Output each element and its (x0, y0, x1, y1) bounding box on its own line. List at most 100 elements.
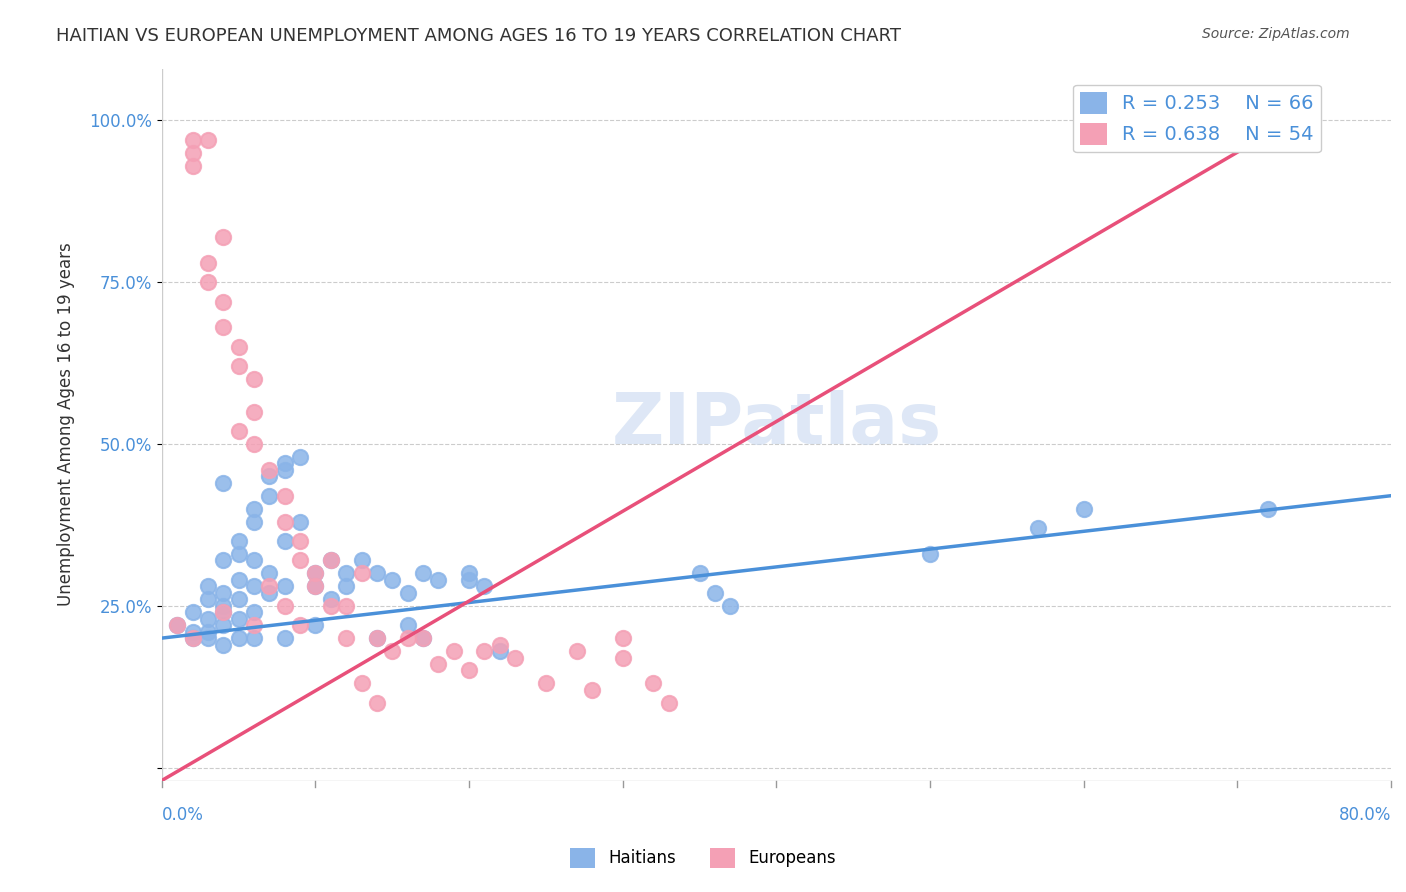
Point (181, 159, 204, 173)
Point (335, 566, 357, 581)
Point (612, 631, 634, 645)
Point (474, 644, 496, 658)
Point (166, 618, 188, 632)
Y-axis label: Unemployment Among Ages 16 to 19 years: Unemployment Among Ages 16 to 19 years (58, 243, 75, 607)
Point (259, 489, 281, 503)
Text: 0.0%: 0.0% (162, 806, 204, 824)
Point (1257, 126, 1279, 140)
Point (643, 676, 665, 690)
Point (319, 592, 342, 607)
Point (243, 437, 266, 451)
Point (288, 515, 311, 529)
Point (319, 599, 342, 613)
Point (259, 579, 281, 593)
Point (1257, 501, 1279, 516)
Point (273, 534, 295, 549)
Point (197, 612, 219, 626)
Point (304, 566, 326, 581)
Point (273, 489, 295, 503)
Point (381, 644, 404, 658)
Point (304, 579, 326, 593)
Point (703, 586, 725, 600)
Point (273, 463, 295, 477)
Point (212, 229, 235, 244)
Point (488, 644, 510, 658)
Point (381, 573, 404, 587)
Point (689, 566, 711, 581)
Point (335, 631, 357, 645)
Point (335, 599, 357, 613)
Point (243, 553, 266, 567)
Point (288, 618, 311, 632)
Point (427, 573, 450, 587)
Point (458, 566, 481, 581)
Point (197, 631, 219, 645)
Point (412, 566, 434, 581)
Point (197, 579, 219, 593)
Point (243, 618, 266, 632)
Point (350, 676, 373, 690)
Point (259, 586, 281, 600)
Point (228, 612, 250, 626)
Point (212, 320, 235, 334)
Point (243, 501, 266, 516)
Point (228, 547, 250, 561)
Point (197, 133, 219, 147)
Point (350, 566, 373, 581)
Point (319, 553, 342, 567)
Point (212, 638, 235, 652)
Point (366, 631, 388, 645)
Point (335, 579, 357, 593)
Point (197, 592, 219, 607)
Point (718, 599, 741, 613)
Point (228, 631, 250, 645)
Point (488, 638, 510, 652)
Point (181, 133, 204, 147)
Point (181, 624, 204, 639)
Point (319, 553, 342, 567)
Point (304, 618, 326, 632)
Point (228, 534, 250, 549)
Point (212, 586, 235, 600)
Point (1026, 521, 1049, 535)
Point (259, 566, 281, 581)
Point (228, 424, 250, 438)
Point (658, 696, 681, 710)
Point (273, 599, 295, 613)
Point (458, 573, 481, 587)
Point (304, 579, 326, 593)
Point (1073, 501, 1095, 516)
Point (259, 469, 281, 483)
Point (396, 586, 419, 600)
Point (366, 696, 388, 710)
Point (534, 676, 557, 690)
Point (288, 553, 311, 567)
Point (181, 145, 204, 160)
Point (243, 372, 266, 386)
Point (197, 256, 219, 270)
Point (612, 650, 634, 665)
Point (212, 605, 235, 619)
Point (412, 631, 434, 645)
Legend: Haitians, Europeans: Haitians, Europeans (564, 841, 842, 875)
Point (243, 404, 266, 418)
Point (273, 579, 295, 593)
Point (228, 573, 250, 587)
Point (243, 605, 266, 619)
Point (259, 463, 281, 477)
Point (228, 592, 250, 607)
Point (443, 644, 465, 658)
Point (181, 631, 204, 645)
Point (396, 618, 419, 632)
Text: HAITIAN VS EUROPEAN UNEMPLOYMENT AMONG AGES 16 TO 19 YEARS CORRELATION CHART: HAITIAN VS EUROPEAN UNEMPLOYMENT AMONG A… (56, 27, 901, 45)
Point (273, 631, 295, 645)
Point (273, 456, 295, 470)
Point (458, 664, 481, 678)
Point (197, 275, 219, 289)
Point (565, 644, 588, 658)
Point (212, 553, 235, 567)
Point (212, 475, 235, 490)
Text: Source: ZipAtlas.com: Source: ZipAtlas.com (1202, 27, 1350, 41)
Text: 80.0%: 80.0% (1339, 806, 1391, 824)
Legend: R = 0.253    N = 66, R = 0.638    N = 54: R = 0.253 N = 66, R = 0.638 N = 54 (1073, 85, 1320, 153)
